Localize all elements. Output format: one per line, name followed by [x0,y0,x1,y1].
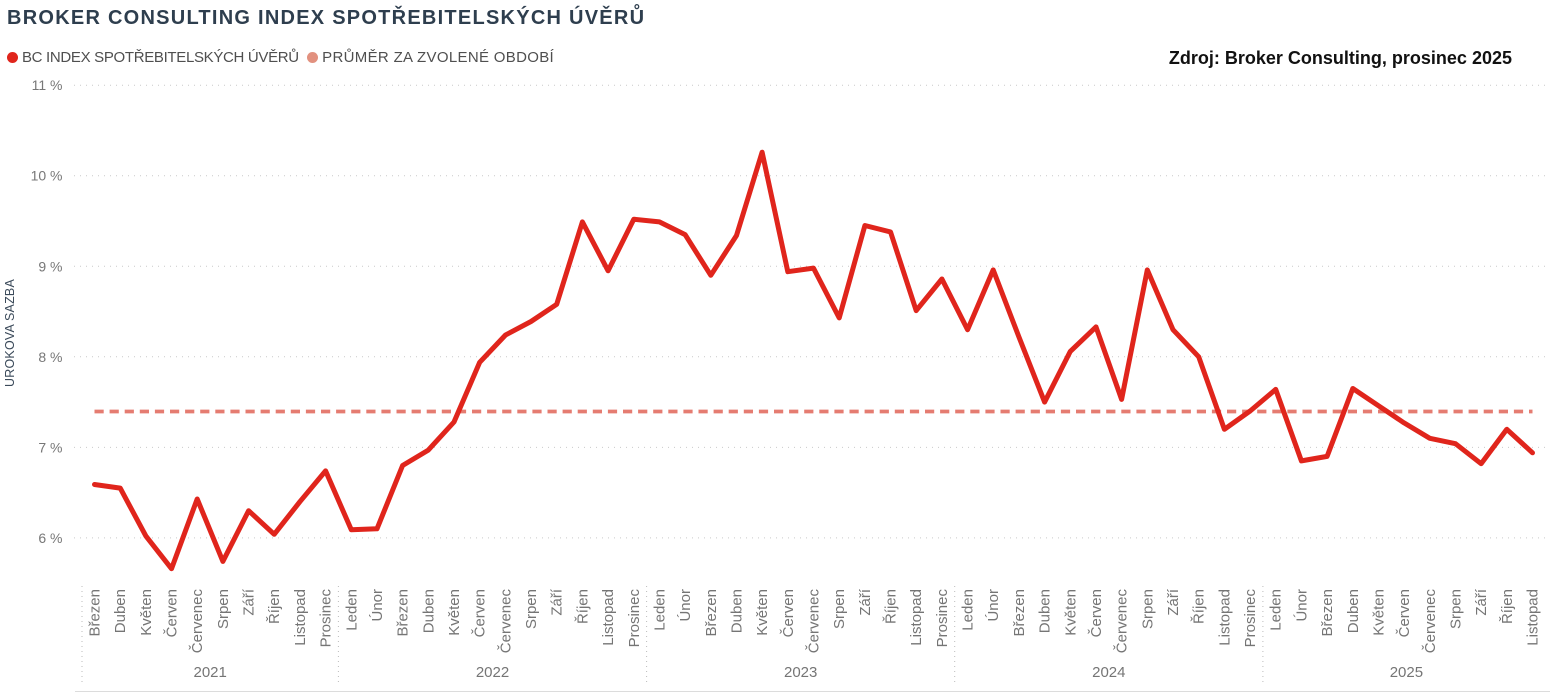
svg-text:Únor: Únor [369,589,386,622]
svg-text:Květen: Květen [138,589,155,636]
svg-text:Srpen: Srpen [215,589,232,629]
svg-text:Duben: Duben [112,589,129,633]
svg-text:Listopad: Listopad [1216,589,1233,646]
svg-text:Září: Září [549,588,566,616]
svg-text:Červen: Červen [472,589,489,637]
svg-text:9 %: 9 % [38,258,62,274]
svg-text:Srpen: Srpen [523,589,540,629]
svg-text:Září: Září [1473,588,1490,616]
svg-text:Září: Září [857,588,874,616]
svg-text:Srpen: Srpen [831,589,848,629]
svg-text:Duben: Duben [420,589,437,633]
svg-text:Únor: Únor [985,589,1002,622]
svg-text:8 %: 8 % [38,349,62,365]
svg-text:Duben: Duben [729,589,746,633]
svg-text:Listopad: Listopad [908,589,925,646]
svg-text:Srpen: Srpen [1448,589,1465,629]
svg-text:Září: Září [1165,588,1182,616]
svg-text:2024: 2024 [1092,664,1125,681]
svg-text:Březen: Březen [1319,589,1336,637]
svg-text:Červenec: Červenec [1114,589,1131,654]
svg-text:Červen: Červen [1396,589,1413,637]
svg-text:Březen: Březen [87,589,104,637]
svg-text:Prosinec: Prosinec [1242,589,1259,648]
svg-text:2022: 2022 [476,664,509,681]
svg-text:Říjen: Říjen [1499,589,1516,624]
svg-text:Leden: Leden [1268,589,1285,631]
svg-text:Červen: Červen [1088,589,1105,637]
svg-text:UROKOVA SAZBA: UROKOVA SAZBA [3,279,17,387]
svg-text:Prosinec: Prosinec [318,589,335,648]
svg-text:Červenec: Červenec [189,589,206,654]
svg-text:Červen: Červen [780,589,797,637]
svg-text:Říjen: Říjen [574,589,591,624]
svg-text:Květen: Květen [446,589,463,636]
svg-text:Říjen: Říjen [1191,589,1208,624]
svg-text:Červenec: Červenec [497,589,514,654]
svg-text:Květen: Květen [754,589,771,636]
svg-text:Prosinec: Prosinec [626,589,643,648]
svg-text:Březen: Březen [395,589,412,637]
svg-text:Listopad: Listopad [600,589,617,646]
svg-text:11 %: 11 % [32,77,63,93]
svg-text:Srpen: Srpen [1139,589,1156,629]
svg-text:2021: 2021 [194,664,227,681]
svg-text:Březen: Březen [703,589,720,637]
svg-text:Listopad: Listopad [292,589,309,646]
svg-text:7 %: 7 % [38,439,62,455]
svg-text:10 %: 10 % [31,168,63,184]
svg-text:2023: 2023 [784,664,817,681]
svg-text:Leden: Leden [651,589,668,631]
svg-text:Leden: Leden [343,589,360,631]
svg-text:Prosinec: Prosinec [934,589,951,648]
svg-text:Leden: Leden [960,589,977,631]
svg-text:Duben: Duben [1345,589,1362,633]
svg-text:Říjen: Říjen [266,589,283,624]
svg-text:2025: 2025 [1390,664,1423,681]
svg-text:Červenec: Červenec [806,589,823,654]
svg-text:Únor: Únor [677,589,694,622]
svg-text:Květen: Květen [1062,589,1079,636]
svg-text:Říjen: Říjen [883,589,900,624]
svg-text:Září: Září [241,588,258,616]
svg-text:Únor: Únor [1293,589,1310,622]
svg-text:Květen: Květen [1370,589,1387,636]
svg-text:Březen: Březen [1011,589,1028,637]
svg-text:6 %: 6 % [38,530,62,546]
svg-text:Listopad: Listopad [1525,589,1542,646]
svg-text:Červenec: Červenec [1422,589,1439,654]
svg-text:Duben: Duben [1037,589,1054,633]
svg-text:Červen: Červen [164,589,181,637]
